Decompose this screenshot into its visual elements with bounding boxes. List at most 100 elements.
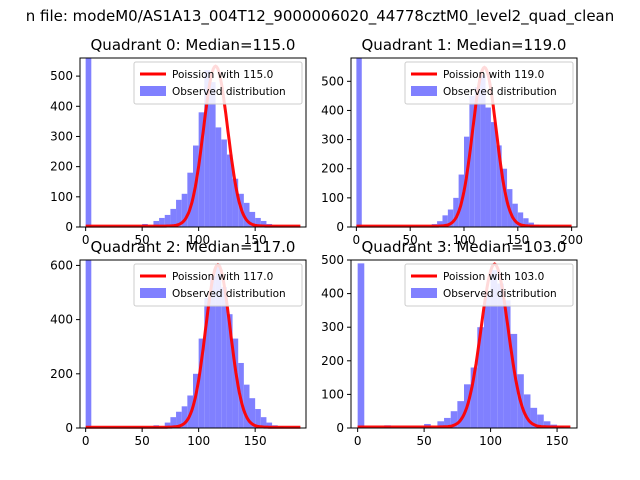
y-tick-label: 200 (50, 367, 73, 381)
chart-panel-1: 0 50 100 150 200 0 100 200 300 400 500 Quadrant 1: … (321, 36, 583, 247)
histogram-bar (204, 297, 210, 428)
histogram-bar (232, 338, 239, 428)
histogram-bar (85, 260, 92, 428)
histogram-bar (523, 394, 531, 428)
histogram-bar (260, 220, 267, 227)
y-tick-label: 500 (50, 69, 73, 83)
legend-box (404, 61, 574, 105)
histogram-bar (483, 293, 491, 428)
legend-label-observed: Observed distribution (443, 86, 557, 98)
legend: Poission with 119.0 Observed distribution (404, 61, 574, 105)
legend: Poission with 103.0 Observed distribution (404, 263, 574, 307)
legend-box (133, 61, 303, 105)
suptitle: n file: modeM0/AS1A13_004T12_9000006020_… (26, 7, 615, 26)
panel-title: Quadrant 2: Median=117.0 (91, 238, 296, 256)
histogram-bar (249, 398, 256, 428)
histogram-bar (437, 421, 445, 428)
legend-bar-swatch (411, 288, 437, 298)
histogram-bar (453, 197, 459, 227)
histogram-bar (164, 422, 171, 428)
histogram-bar (85, 58, 92, 227)
histogram-bar (447, 209, 454, 227)
x-tick-label: 0 (82, 233, 90, 247)
y-tick-label: 300 (321, 133, 344, 147)
legend-bar-swatch (140, 86, 166, 96)
x-tick-label: 0 (353, 233, 361, 247)
histogram-bar (543, 421, 551, 428)
poisson-curve (85, 64, 301, 228)
histogram-bar (221, 139, 227, 227)
legend-label-poisson: Poission with 103.0 (443, 271, 544, 283)
y-tick-label: 200 (321, 162, 344, 176)
histogram-bar (159, 217, 165, 227)
x-tick-label: 150 (244, 233, 267, 247)
x-tick-label: 150 (506, 233, 529, 247)
histogram-bar (470, 367, 478, 428)
y-tick-label: 200 (50, 160, 73, 174)
y-tick-label: 400 (321, 287, 344, 301)
histogram-bar (215, 265, 222, 428)
histogram-bar (255, 217, 261, 227)
x-tick-label: 150 (546, 434, 569, 448)
legend-box (404, 263, 574, 307)
legend-label-poisson: Poission with 117.0 (172, 271, 273, 283)
histogram-bar (181, 193, 188, 227)
histogram-bar (442, 215, 448, 227)
histogram-bar (209, 82, 216, 228)
y-tick-label: 600 (50, 258, 73, 272)
x-tick-label: 50 (403, 233, 418, 247)
histogram-bar (496, 145, 502, 227)
histogram-bar (474, 87, 481, 227)
histogram-bar (198, 338, 205, 428)
histogram-bar (490, 122, 497, 227)
histogram-bar (209, 276, 216, 428)
histogram-bar (444, 417, 451, 428)
y-tick-label: 500 (321, 74, 344, 88)
histogram-bar (164, 214, 171, 227)
histogram-bar (477, 327, 484, 428)
histogram-bar (243, 384, 250, 428)
x-tick-label: 50 (135, 233, 150, 247)
y-tick-label: 400 (50, 313, 73, 327)
y-tick-label: 100 (50, 190, 73, 204)
histogram-bar (226, 154, 233, 227)
axes-frame (350, 259, 578, 429)
histogram-bar (260, 417, 267, 428)
histogram-bar (537, 414, 544, 428)
histogram-bar (469, 95, 475, 228)
x-tick-label: 100 (479, 434, 502, 448)
histogram-bar (153, 220, 160, 227)
histogram-bar (181, 406, 188, 428)
panel-title: Quadrant 3: Median=103.0 (362, 238, 567, 256)
histogram-bar (170, 208, 177, 227)
x-tick-label: 200 (560, 233, 583, 247)
legend: Poission with 117.0 Observed distribution (133, 263, 303, 307)
poisson-curve (357, 262, 571, 429)
y-tick-label: 400 (50, 99, 73, 113)
y-tick-label: 300 (321, 320, 344, 334)
histogram-bar (490, 270, 498, 428)
legend-label-observed: Observed distribution (172, 288, 286, 300)
histogram-bar (530, 407, 538, 428)
histogram-bar (215, 127, 222, 227)
legend-box (133, 263, 303, 307)
x-tick-label: 0 (82, 434, 90, 448)
x-tick-label: 50 (416, 434, 431, 448)
legend-label-poisson: Poission with 115.0 (172, 69, 273, 81)
y-tick-label: 100 (321, 191, 344, 205)
histogram-bar (249, 211, 256, 227)
histogram-bar (356, 58, 362, 227)
histogram-bar (510, 333, 518, 428)
x-tick-label: 100 (187, 233, 210, 247)
legend-label-observed: Observed distribution (172, 86, 286, 98)
histogram-bar (176, 199, 182, 227)
y-tick-label: 400 (321, 103, 344, 117)
panel-title: Quadrant 0: Median=115.0 (91, 36, 296, 54)
histogram-bar (226, 314, 233, 428)
poisson-curve (356, 65, 572, 228)
histogram-bar (437, 221, 443, 227)
y-tick-label: 200 (321, 354, 344, 368)
x-tick-label: 50 (135, 434, 150, 448)
chart-panel-2: 0 50 100 150 0 200 400 600 Quadrant 2: Median=11… (50, 238, 307, 448)
